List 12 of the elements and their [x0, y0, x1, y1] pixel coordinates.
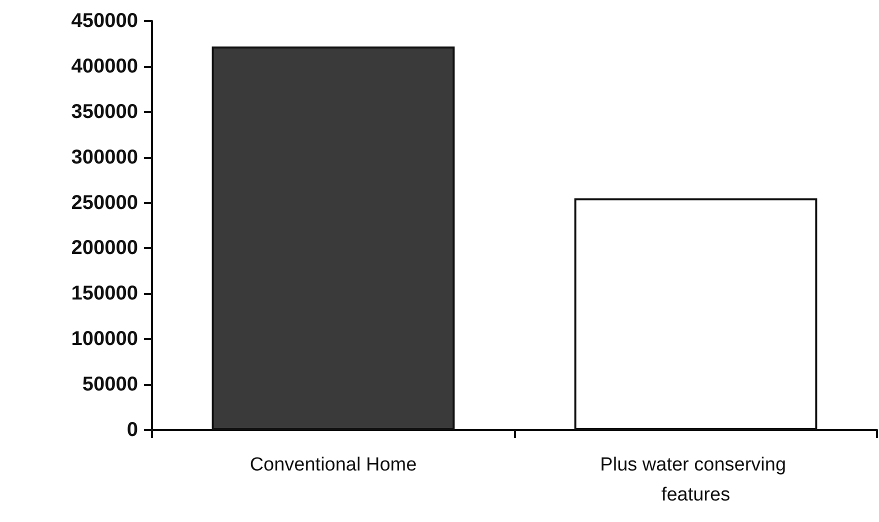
y-tick-label: 200000: [71, 237, 138, 260]
y-tick-label: 50000: [82, 374, 138, 396]
x-tick-label: Conventional Home: [250, 454, 417, 476]
y-tick-label: 150000: [71, 282, 138, 305]
y-tick-label: 0: [126, 419, 138, 441]
y-tick-label: 250000: [71, 192, 138, 214]
y-tick-label: 300000: [71, 146, 138, 168]
y-tick-label: 350000: [71, 100, 138, 123]
x-tick-label: Plus water conserving features: [600, 454, 792, 506]
y-tick-label: 450000: [71, 10, 138, 32]
y-tick-label: 400000: [71, 55, 138, 78]
y-tick-label: 100000: [71, 328, 138, 350]
